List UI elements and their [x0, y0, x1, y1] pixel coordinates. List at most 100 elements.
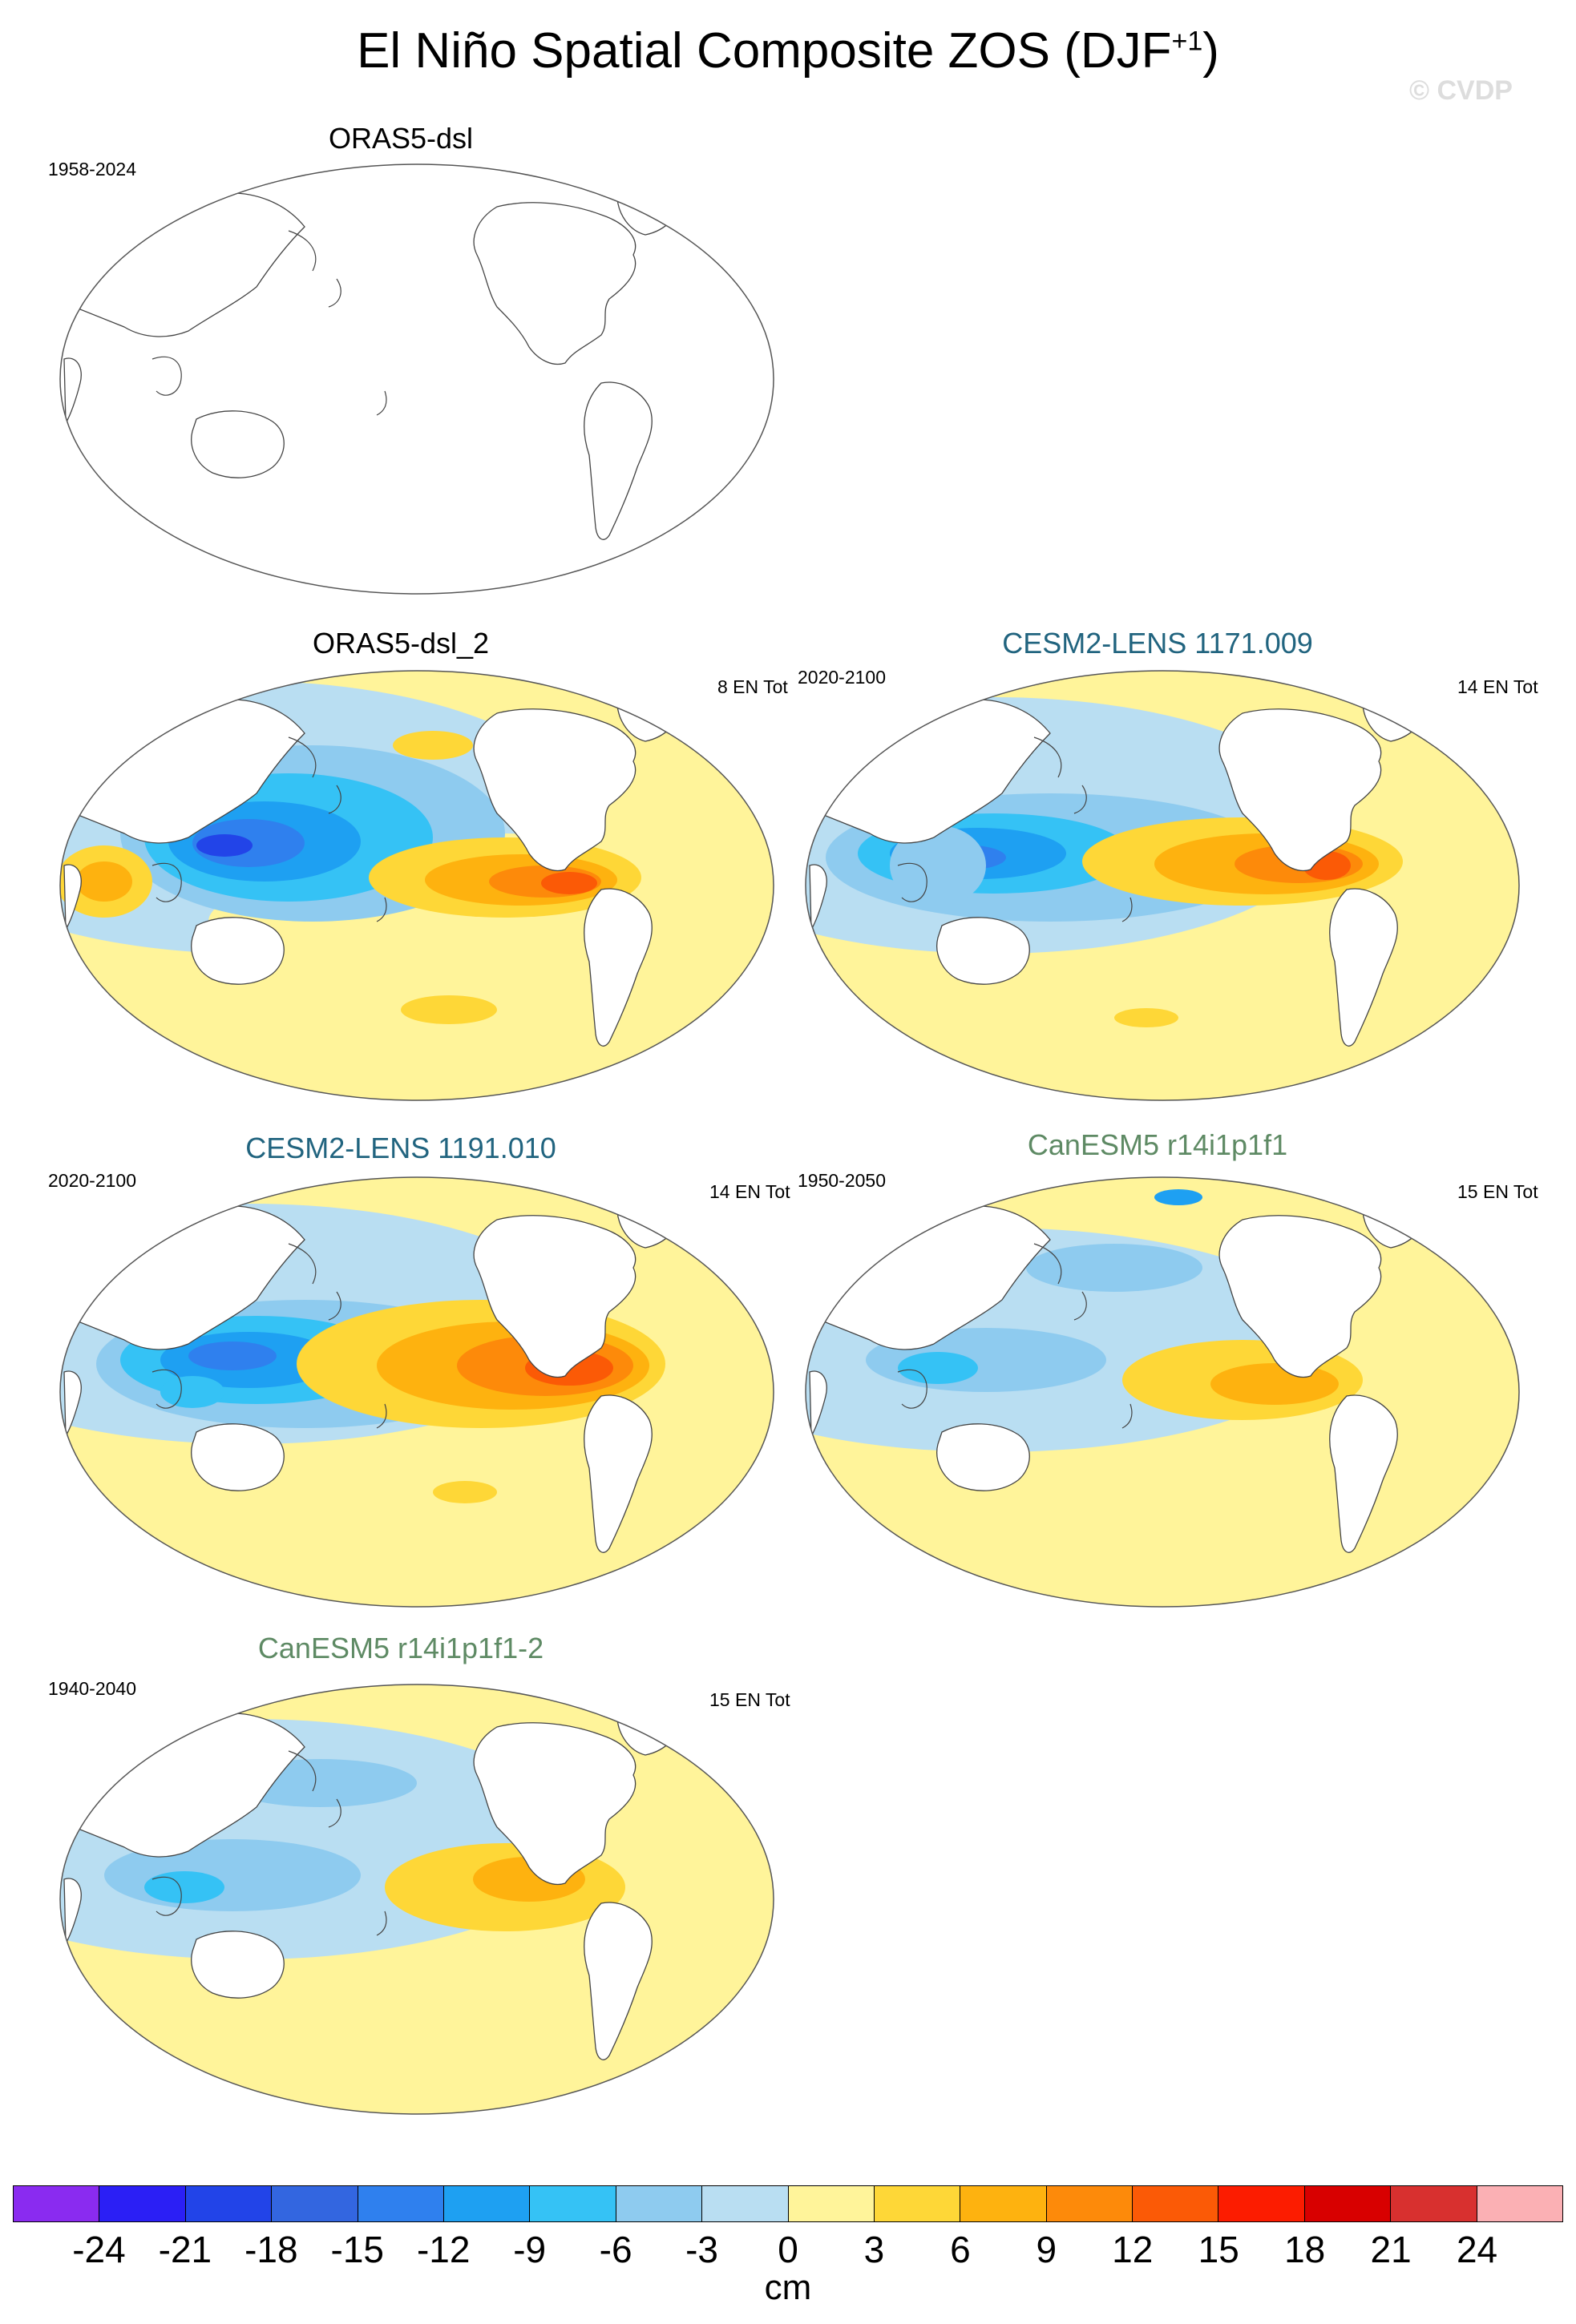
coastline — [152, 1369, 182, 1409]
anomaly-contour — [144, 1871, 224, 1903]
continent-outline — [584, 381, 653, 540]
map-border — [59, 163, 774, 595]
colorbar-swatch — [1304, 2186, 1392, 2221]
colorbar-swatch — [1391, 2186, 1477, 2221]
map-panel-canesm5-r14 — [805, 1176, 1520, 1608]
panel-title-cesm2-1171: CESM2-LENS 1171.009 — [1002, 627, 1313, 660]
continent-outline — [1474, 720, 1519, 787]
continent-outline — [936, 917, 1030, 985]
colorbar-tick-label: 24 — [1456, 2229, 1498, 2270]
colorbar-tick-label: 15 — [1198, 2229, 1239, 2270]
colorbar-swatch — [1218, 2186, 1305, 2221]
anomaly-contour — [890, 825, 986, 906]
colorbar-tick-label: 9 — [1036, 2229, 1057, 2270]
continent-outline — [1329, 888, 1398, 1047]
coastline — [376, 390, 387, 416]
coastline — [288, 230, 317, 272]
colorbar-swatch — [960, 2186, 1047, 2221]
continent-outline — [1329, 1394, 1398, 1553]
colorbar-tick-label: -3 — [685, 2229, 718, 2270]
panel-title-canesm5-r14-2: CanESM5 r14i1p1f1-2 — [257, 1632, 544, 1664]
continent-outline — [191, 410, 285, 478]
colorbar-tick-label: -18 — [244, 2229, 298, 2270]
anomaly-contour — [1210, 1363, 1339, 1405]
panel-period-canesm5-r14: 1950-2050 — [798, 1170, 886, 1191]
coastline — [1121, 897, 1133, 922]
colorbar-swatch — [14, 2186, 100, 2221]
continent-outline — [584, 888, 653, 1047]
colorbar-swatch — [358, 2186, 444, 2221]
continent-outline — [1474, 1227, 1519, 1293]
panel-count-canesm5-r14-2: 15 EN Tot — [709, 1689, 790, 1710]
map-panel-oras5-dsl — [59, 163, 774, 595]
coastline — [328, 785, 341, 814]
coastline — [328, 278, 341, 308]
colorbar-swatch — [530, 2186, 616, 2221]
continent-outline — [936, 1423, 1030, 1491]
colorbar-tick-label: 0 — [778, 2229, 798, 2270]
continent-outline — [63, 357, 82, 426]
anomaly-contour — [196, 834, 253, 857]
colorbar-tick-label: -21 — [158, 2229, 212, 2270]
map-panel-canesm5-r14-2 — [59, 1684, 774, 2115]
coastline — [328, 1291, 341, 1321]
colorbar-swatch — [99, 2186, 186, 2221]
map-border — [805, 1176, 1520, 1608]
colorbar-tick-label: -15 — [330, 2229, 385, 2270]
continent-outline — [473, 708, 636, 872]
continent-outline — [1218, 708, 1382, 872]
colorbar-tick-label: -24 — [72, 2229, 126, 2270]
continent-outline — [191, 917, 285, 985]
colorbar-swatch — [185, 2186, 273, 2221]
coastline — [1121, 1403, 1133, 1429]
continent-outline — [63, 1370, 82, 1438]
continent-outline — [729, 720, 774, 787]
map-border — [59, 1684, 774, 2115]
continent-outline — [63, 1878, 82, 1946]
continent-outline — [63, 864, 82, 932]
continent-outline — [473, 1722, 636, 1886]
coastline — [376, 1403, 387, 1429]
panel-title-oras5-dsl: ORAS5-dsl — [328, 122, 474, 155]
coastline — [288, 736, 317, 778]
anomaly-contour — [393, 731, 473, 760]
coastline — [1033, 736, 1062, 778]
colorbar-tick-label: 6 — [950, 2229, 971, 2270]
continent-outline — [473, 1215, 636, 1378]
coastline — [152, 1876, 182, 1916]
colorbar-tick-label: 18 — [1284, 2229, 1326, 2270]
colorbar-tick-label: -9 — [513, 2229, 547, 2270]
cvdp-watermark: © CVDP — [1409, 75, 1513, 106]
colorbar-tick-label: 12 — [1112, 2229, 1154, 2270]
colorbar — [13, 2185, 1563, 2222]
panel-title-canesm5-r14: CanESM5 r14i1p1f1 — [1027, 1128, 1288, 1161]
coastline — [288, 1750, 317, 1792]
coastline — [897, 1369, 927, 1409]
map-border — [59, 1176, 774, 1608]
colorbar-swatch — [1477, 2186, 1563, 2221]
colorbar-swatch — [702, 2186, 789, 2221]
coastline — [152, 862, 182, 902]
coastline — [897, 862, 927, 902]
continent-outline — [584, 1394, 653, 1553]
map-border — [59, 670, 774, 1101]
continent-outline — [584, 1902, 653, 2060]
anomaly-contour — [76, 861, 132, 902]
coastline — [1033, 1243, 1062, 1285]
colorbar-swatch — [443, 2186, 531, 2221]
colorbar-tick-label: 3 — [863, 2229, 885, 2270]
colorbar-swatch — [616, 2186, 703, 2221]
continent-outline — [729, 1227, 774, 1293]
anomaly-contour — [898, 1352, 978, 1384]
panel-title-oras5-dsl-2: ORAS5-dsl_2 — [312, 627, 490, 660]
coastline — [328, 1798, 341, 1828]
panel-title-cesm2-1191: CESM2-LENS 1191.010 — [245, 1132, 556, 1164]
anomaly-contour — [401, 995, 497, 1024]
anomaly-contour — [1154, 1189, 1202, 1205]
anomaly-contour — [1026, 1244, 1202, 1292]
continent-outline — [473, 202, 636, 365]
anomaly-contour — [541, 872, 597, 894]
colorbar-swatch — [1046, 2186, 1134, 2221]
panel-count-cesm2-1191: 14 EN Tot — [709, 1181, 790, 1202]
